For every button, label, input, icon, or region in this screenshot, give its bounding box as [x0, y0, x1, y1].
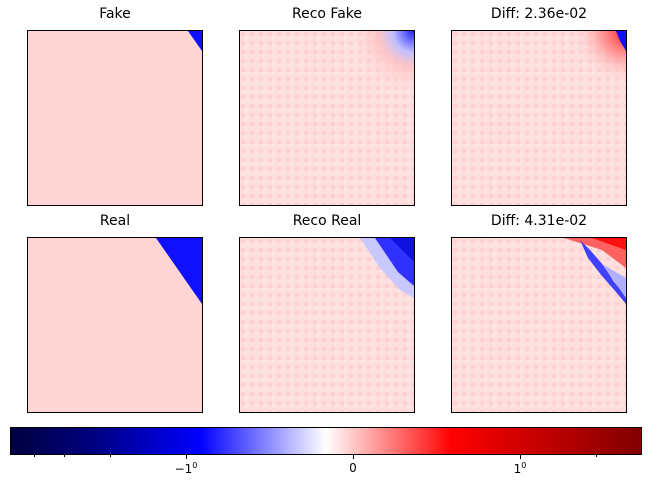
panel-title-real: Real [99, 213, 131, 229]
panel-title-reco-fake: Reco Fake [292, 6, 362, 22]
panel-title-fake: Fake [99, 6, 131, 22]
panel-title-diff-real: Diff: 4.31e-02 [490, 213, 588, 229]
heatmap-real [27, 237, 203, 413]
colorbar-minor-tick [34, 454, 35, 457]
heatmap-reco-fake [239, 30, 415, 206]
colorbar-label-neg: −10 [174, 461, 198, 476]
heatmap-diff-real [451, 237, 627, 413]
colorbar-minor-tick [64, 454, 65, 457]
heatmap-fake [27, 30, 203, 206]
heatmap-diff-fake [451, 30, 627, 206]
colorbar-major-tick [520, 454, 521, 459]
colorbar-major-tick [186, 454, 187, 459]
panel-title-reco-real: Reco Real [292, 213, 362, 229]
colorbar-minor-tick [110, 454, 111, 457]
colorbar-minor-tick [596, 454, 597, 457]
panel-title-diff-fake: Diff: 2.36e-02 [490, 6, 588, 22]
colorbar-label-zero: 0 [349, 461, 357, 475]
colorbar [10, 427, 642, 455]
colorbar-major-tick [353, 454, 354, 459]
colorbar-label-pos: 10 [513, 461, 527, 476]
heatmap-reco-real [239, 237, 415, 413]
